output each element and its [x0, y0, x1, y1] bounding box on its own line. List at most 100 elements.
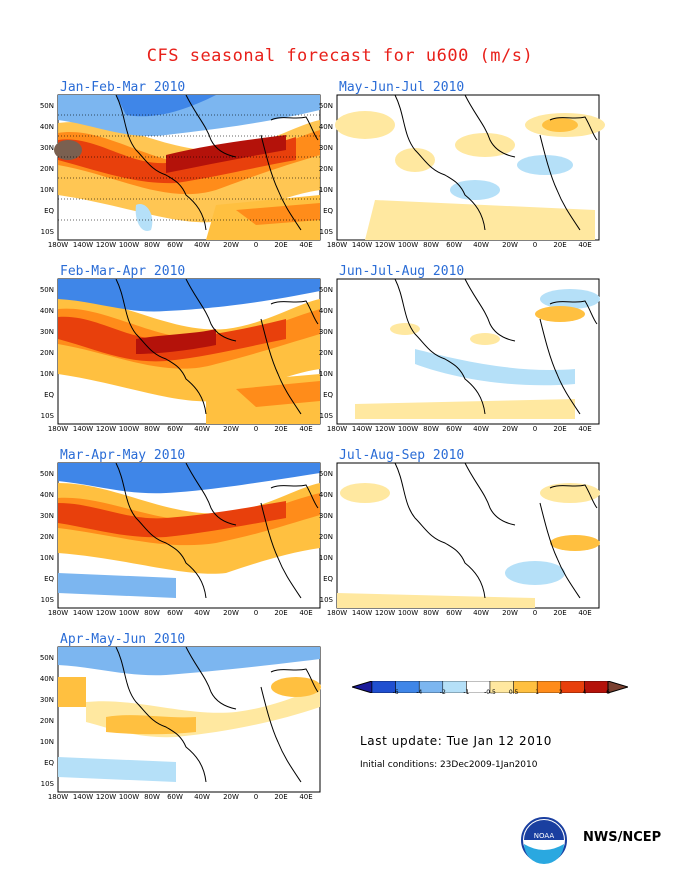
x-axis-label: 20E [553, 609, 567, 617]
panel-mar-apr-may: Mar-Apr-May 2010 50N 40N 30N 20N 10N EQ 10S 18… [40, 448, 376, 623]
x-axis-label: 40E [578, 609, 592, 617]
y-axis-label: 10S [41, 412, 55, 420]
colorbar-label: 6 [606, 689, 610, 696]
x-axis-label: 0 [253, 425, 259, 433]
x-axis-label: 0 [253, 241, 259, 249]
x-axis-label: 40E [299, 609, 313, 617]
x-axis-label: 140W [351, 241, 373, 249]
x-axis-label: 120W [95, 793, 117, 801]
y-axis-label: EQ [323, 391, 333, 399]
forecast-map: 50N 40N 30N 20N 10N EQ 10S [40, 462, 376, 609]
x-axis-label: 120W [95, 425, 117, 433]
x-axis-label: 120W [374, 609, 396, 617]
y-axis-label: EQ [44, 575, 54, 583]
x-axis-label: 180W [326, 609, 348, 617]
x-axis-label: 80W [423, 425, 439, 433]
x-axis-label: 180W [47, 425, 69, 433]
x-axis-label: 20W [223, 609, 239, 617]
colorbar-label: -6 [392, 689, 399, 696]
panel-title: Jun-Jul-Aug 2010 [339, 264, 465, 279]
map-svg-mam: 50N 40N 30N 20N 10N EQ 10S [40, 462, 321, 609]
x-axis-label: 100W [397, 425, 419, 433]
x-axis-label: 100W [397, 609, 419, 617]
y-axis-label: 10S [320, 596, 334, 604]
map-svg-amj: 50N 40N 30N 20N 10N EQ 10S [40, 646, 321, 793]
x-axis-label: 40W [194, 609, 210, 617]
y-axis-label: 10S [41, 780, 55, 788]
y-axis-label: 10N [319, 370, 333, 378]
x-axis-label: 100W [118, 609, 140, 617]
map-svg-mjj: 50N 40N 30N 20N 10N EQ 10S [319, 94, 605, 241]
x-axis-label: 0 [532, 425, 538, 433]
y-axis-label: 20N [40, 533, 54, 541]
x-axis-label: 180W [326, 241, 348, 249]
x-axis-label: 40E [299, 425, 313, 433]
y-axis-label: 50N [319, 286, 333, 294]
x-axis-labels: 180W 140W 120W 100W 80W 60W 40W 20W 0 20E 40E [327, 425, 655, 435]
x-axis-label: 0 [532, 609, 538, 617]
colorbar-label: 1 [535, 689, 540, 696]
x-axis-label: 140W [72, 241, 94, 249]
y-axis-label: 50N [319, 470, 333, 478]
y-axis-label: 10S [41, 228, 55, 236]
colorbar-label: 2 [558, 689, 563, 696]
y-axis-label: 10N [40, 554, 54, 562]
x-axis-label: 140W [72, 425, 94, 433]
y-axis-label: 20N [40, 717, 54, 725]
x-axis-label: 20W [223, 425, 239, 433]
x-axis-label: 180W [47, 793, 69, 801]
x-axis-label: 20W [502, 609, 518, 617]
y-axis-label: 50N [319, 102, 333, 110]
x-axis-label: 40E [299, 241, 313, 249]
noaa-logo: NOAA [520, 816, 568, 864]
x-axis-label: 40W [473, 609, 489, 617]
x-axis-label: 20E [274, 793, 288, 801]
map-svg-jfm: 50N 40N 30N 20N 10N EQ 10S [40, 94, 321, 241]
forecast-map: 50N 40N 30N 20N 10N EQ 10S [319, 462, 655, 609]
y-axis-label: 50N [40, 654, 54, 662]
x-axis-label: 60W [167, 793, 183, 801]
x-axis-label: 40W [473, 425, 489, 433]
y-axis-label: 30N [40, 144, 54, 152]
y-axis-label: EQ [44, 759, 54, 767]
x-axis-label: 60W [167, 241, 183, 249]
map-svg-fma: 50N 40N 30N 20N 10N EQ 10S [40, 278, 321, 425]
x-axis-label: 0 [532, 241, 538, 249]
panel-feb-mar-apr: Feb-Mar-Apr 2010 50N 40N 30N 20N 10N EQ 10S 18… [40, 264, 376, 439]
panel-title: Mar-Apr-May 2010 [60, 448, 186, 463]
y-axis-label: 30N [319, 512, 333, 520]
x-axis-labels: 180W 140W 120W 100W 80W 60W 40W 20W 0 20E 40E [48, 609, 376, 619]
x-axis-label: 100W [118, 793, 140, 801]
x-axis-label: 40W [194, 425, 210, 433]
colorbar-label: 0.5 [508, 689, 519, 696]
x-axis-label: 40E [578, 425, 592, 433]
x-axis-label: 40W [194, 793, 210, 801]
y-axis-label: 30N [40, 328, 54, 336]
x-axis-label: 60W [446, 425, 462, 433]
x-axis-label: 120W [374, 425, 396, 433]
x-axis-label: 140W [72, 609, 94, 617]
x-axis-label: 20E [274, 425, 288, 433]
y-axis-label: EQ [323, 207, 333, 215]
x-axis-label: 20E [274, 241, 288, 249]
y-axis-label: 40N [40, 123, 54, 131]
x-axis-label: 60W [446, 609, 462, 617]
x-axis-labels: 180W 140W 120W 100W 80W 60W 40W 20W 0 20E 40E [48, 241, 376, 251]
x-axis-label: 20E [553, 425, 567, 433]
y-axis-label: 20N [319, 165, 333, 173]
x-axis-label: 100W [118, 425, 140, 433]
page-title: CFS seasonal forecast for u600 (m/s) [146, 46, 534, 66]
x-axis-label: 140W [351, 425, 373, 433]
x-axis-label: 120W [374, 241, 396, 249]
y-axis-label: 40N [319, 491, 333, 499]
x-axis-label: 60W [167, 609, 183, 617]
y-axis-label: 30N [319, 328, 333, 336]
last-update: Last update: Tue Jan 12 2010 [360, 734, 552, 748]
x-axis-label: 20W [223, 241, 239, 249]
colorbar: -6 -4 -2 -1 -0.5 0.5 1 2 4 6 [350, 678, 630, 700]
y-axis-label: EQ [323, 575, 333, 583]
y-axis-label: 10N [40, 186, 54, 194]
panel-apr-may-jun: Apr-May-Jun 2010 50N 40N 30N 20N 10N EQ 10S 18… [40, 632, 376, 807]
y-axis-label: 20N [40, 349, 54, 357]
initial-conditions: Initial conditions: 23Dec2009-1Jan2010 [360, 760, 538, 770]
